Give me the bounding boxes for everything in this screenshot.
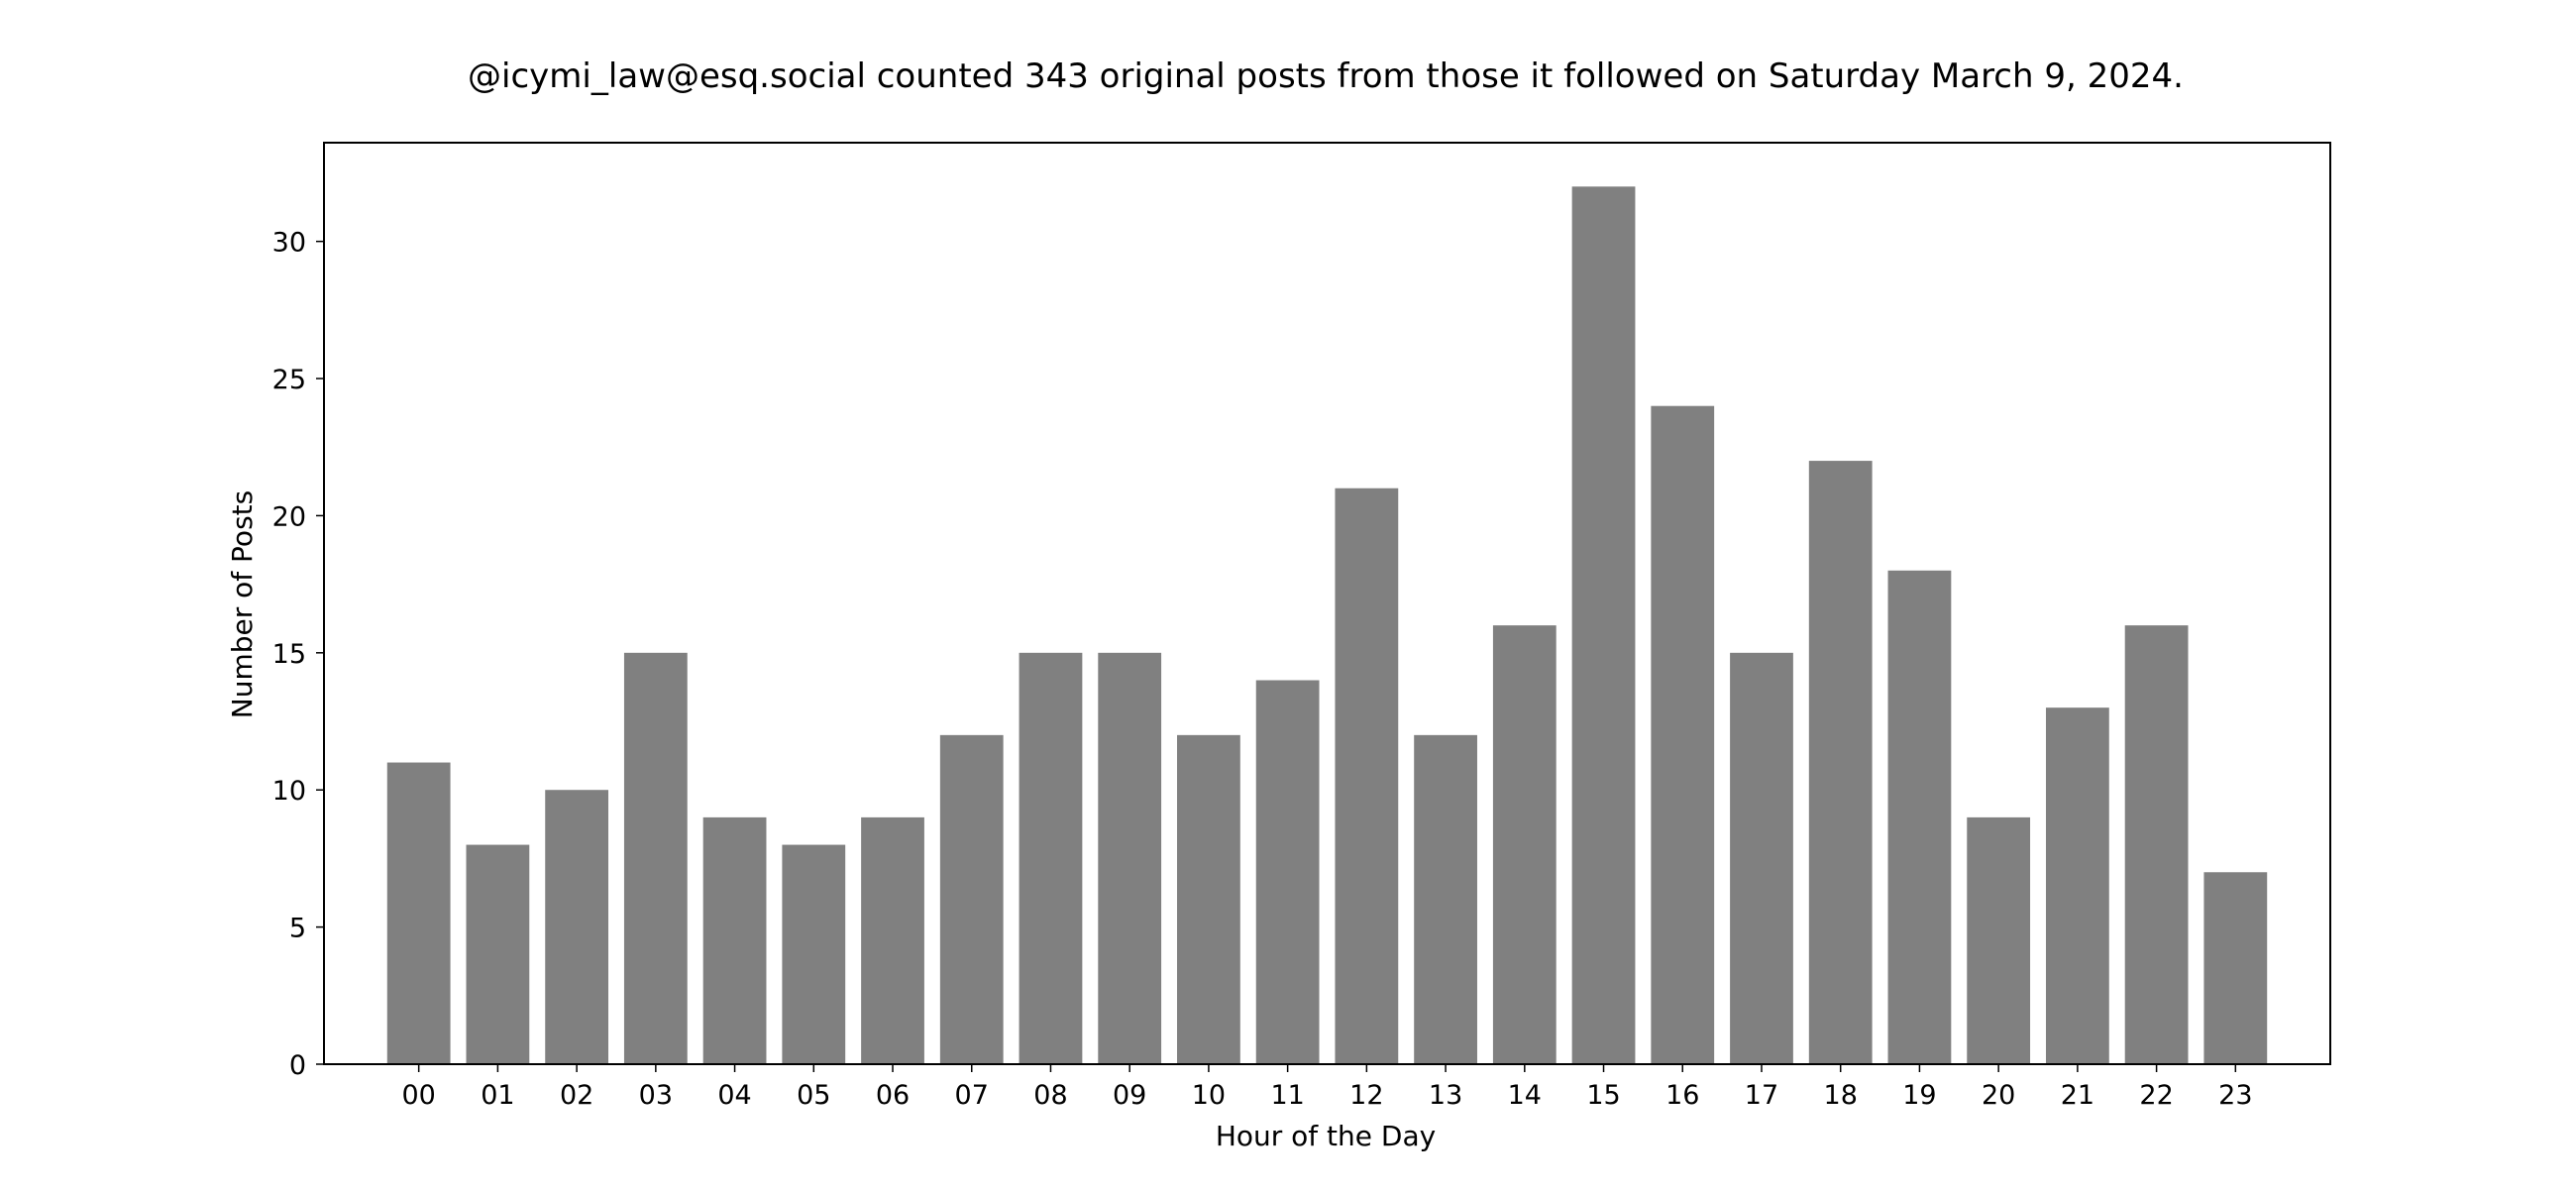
bar-19 <box>1887 570 1952 1064</box>
bar-22 <box>2124 625 2189 1064</box>
bar-21 <box>2045 707 2109 1064</box>
bar-13 <box>1414 734 1477 1064</box>
bar-12 <box>1335 488 1399 1064</box>
bar-11 <box>1255 680 1320 1064</box>
bar-18 <box>1808 461 1873 1065</box>
bar-16 <box>1651 405 1715 1064</box>
x-tick-label: 02 <box>560 1080 593 1111</box>
x-tick-label: 18 <box>1824 1080 1858 1111</box>
x-tick-label: 19 <box>1902 1080 1936 1111</box>
x-tick-label: 12 <box>1349 1080 1383 1111</box>
bar-08 <box>1019 652 1083 1064</box>
x-tick-label: 21 <box>2061 1080 2094 1111</box>
x-tick-label: 05 <box>797 1080 830 1111</box>
y-tick-label: 20 <box>272 501 306 532</box>
bar-06 <box>861 816 924 1064</box>
x-tick-label: 10 <box>1192 1080 1226 1111</box>
bars-group <box>386 186 2268 1065</box>
x-tick-label: 23 <box>2218 1080 2252 1111</box>
x-tick-label: 03 <box>639 1080 673 1111</box>
chart-title: @icymi_law@esq.social counted 343 origin… <box>468 56 2184 96</box>
y-axis-ticks: 0 5 10 15 20 25 30 <box>272 228 324 1081</box>
bar-15 <box>1571 186 1636 1065</box>
x-axis-label: Hour of the Day <box>1216 1120 1436 1152</box>
x-tick-label: 06 <box>876 1080 910 1111</box>
x-tick-label: 11 <box>1270 1080 1304 1111</box>
x-tick-label: 01 <box>481 1080 514 1111</box>
x-tick-label: 20 <box>1982 1080 2015 1111</box>
y-axis-label: Number of Posts <box>226 490 259 718</box>
x-tick-label: 09 <box>1113 1080 1146 1111</box>
y-tick-label: 10 <box>272 776 306 807</box>
y-tick-label: 30 <box>272 228 306 259</box>
x-tick-label: 15 <box>1586 1080 1620 1111</box>
bar-09 <box>1098 652 1162 1064</box>
y-tick-label: 15 <box>272 639 306 670</box>
x-tick-label: 14 <box>1508 1080 1542 1111</box>
y-tick-label: 5 <box>289 914 306 944</box>
x-tick-label: 13 <box>1429 1080 1462 1111</box>
x-tick-label: 04 <box>717 1080 751 1111</box>
bar-03 <box>623 652 688 1064</box>
x-tick-label: 22 <box>2139 1080 2173 1111</box>
x-axis-ticks: 00 01 02 03 04 05 06 07 08 09 10 11 12 13 14 15 16 17 18 19… <box>401 1064 2253 1111</box>
bar-02 <box>545 790 609 1064</box>
x-tick-label: 16 <box>1665 1080 1699 1111</box>
bar-14 <box>1492 625 1556 1064</box>
bar-10 <box>1177 734 1240 1064</box>
bar-04 <box>702 816 767 1064</box>
y-tick-label: 25 <box>272 365 306 395</box>
x-tick-label: 00 <box>401 1080 435 1111</box>
x-tick-label: 08 <box>1033 1080 1067 1111</box>
x-tick-label: 17 <box>1745 1080 1778 1111</box>
bar-17 <box>1730 652 1793 1064</box>
bar-00 <box>386 762 451 1064</box>
x-tick-label: 07 <box>955 1080 989 1111</box>
y-tick-label: 0 <box>289 1050 306 1081</box>
bar-05 <box>782 844 846 1064</box>
bar-23 <box>2203 872 2268 1064</box>
bar-20 <box>1967 816 2031 1064</box>
bar-01 <box>466 844 530 1064</box>
plot-frame <box>323 142 2331 1065</box>
bar-07 <box>939 734 1004 1064</box>
